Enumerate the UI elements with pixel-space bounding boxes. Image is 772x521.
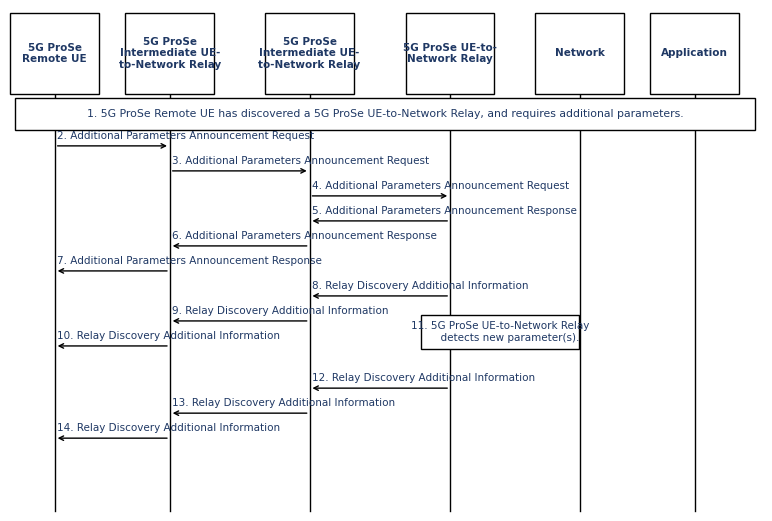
Text: Network: Network bbox=[555, 48, 604, 58]
FancyBboxPatch shape bbox=[406, 13, 494, 94]
FancyBboxPatch shape bbox=[421, 315, 579, 349]
FancyBboxPatch shape bbox=[10, 13, 99, 94]
Text: 11. 5G ProSe UE-to-Network Relay
      detects new parameter(s).: 11. 5G ProSe UE-to-Network Relay detects… bbox=[411, 321, 589, 343]
FancyBboxPatch shape bbox=[266, 13, 354, 94]
Text: 4. Additional Parameters Announcement Request: 4. Additional Parameters Announcement Re… bbox=[312, 181, 569, 191]
FancyBboxPatch shape bbox=[15, 98, 755, 130]
FancyBboxPatch shape bbox=[536, 13, 625, 94]
Text: 10. Relay Discovery Additional Information: 10. Relay Discovery Additional Informati… bbox=[57, 331, 280, 341]
Text: 5. Additional Parameters Announcement Response: 5. Additional Parameters Announcement Re… bbox=[312, 206, 577, 216]
Text: 5G ProSe UE-to-
Network Relay: 5G ProSe UE-to- Network Relay bbox=[403, 43, 497, 64]
Text: 6. Additional Parameters Announcement Response: 6. Additional Parameters Announcement Re… bbox=[172, 231, 437, 241]
Text: Application: Application bbox=[662, 48, 728, 58]
Text: 9. Relay Discovery Additional Information: 9. Relay Discovery Additional Informatio… bbox=[172, 306, 388, 316]
Text: 13. Relay Discovery Additional Information: 13. Relay Discovery Additional Informati… bbox=[172, 398, 395, 408]
Text: 2. Additional Parameters Announcement Request: 2. Additional Parameters Announcement Re… bbox=[57, 131, 314, 141]
Text: 5G ProSe
Remote UE: 5G ProSe Remote UE bbox=[22, 43, 87, 64]
Text: 5G ProSe
Intermediate UE-
to-Network Relay: 5G ProSe Intermediate UE- to-Network Rel… bbox=[259, 37, 361, 70]
FancyBboxPatch shape bbox=[650, 13, 740, 94]
Text: 12. Relay Discovery Additional Information: 12. Relay Discovery Additional Informati… bbox=[312, 373, 535, 383]
FancyBboxPatch shape bbox=[125, 13, 215, 94]
Text: 1. 5G ProSe Remote UE has discovered a 5G ProSe UE-to-Network Relay, and require: 1. 5G ProSe Remote UE has discovered a 5… bbox=[87, 109, 683, 119]
Text: 14. Relay Discovery Additional Information: 14. Relay Discovery Additional Informati… bbox=[57, 423, 280, 433]
Text: 8. Relay Discovery Additional Information: 8. Relay Discovery Additional Informatio… bbox=[312, 281, 528, 291]
Text: 3. Additional Parameters Announcement Request: 3. Additional Parameters Announcement Re… bbox=[172, 156, 429, 166]
Text: 7. Additional Parameters Announcement Response: 7. Additional Parameters Announcement Re… bbox=[57, 256, 322, 266]
Text: 5G ProSe
Intermediate UE-
to-Network Relay: 5G ProSe Intermediate UE- to-Network Rel… bbox=[119, 37, 221, 70]
